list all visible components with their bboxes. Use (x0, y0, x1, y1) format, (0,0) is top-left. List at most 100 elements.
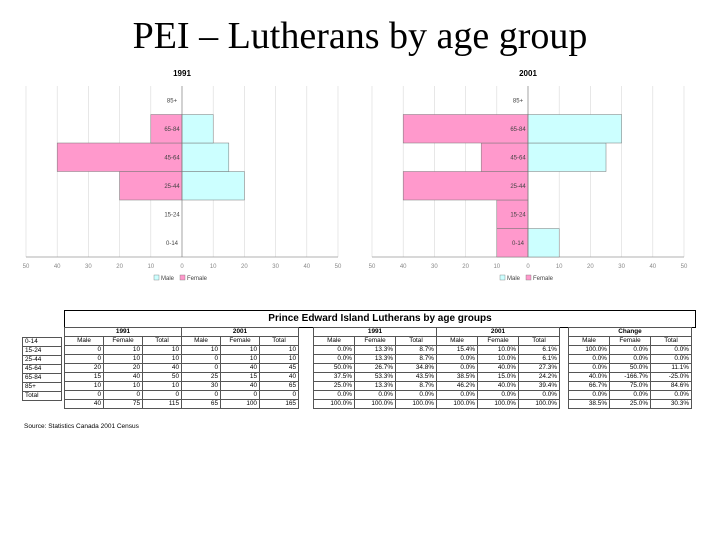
x-tick-label: 50 (23, 264, 30, 270)
cell-value: 39.4% (518, 381, 560, 391)
x-tick-label: 0 (526, 264, 530, 270)
subheader-row: Male Female Total (568, 336, 692, 346)
table-row: 10 10 10 30 40 65 (64, 381, 299, 391)
table-row: 0.0% 13.3% 8.7% 15.4% 10.0% 6.1% (313, 345, 560, 355)
age-category-label: 85+ (167, 98, 178, 104)
cell-value: 0.0% (313, 345, 355, 355)
table-row: 20 20 40 0 40 45 (64, 363, 299, 373)
cell-value: 24.2% (518, 372, 560, 382)
cell-value: 30.3% (650, 399, 692, 409)
cell-value: 26.7% (354, 363, 396, 373)
legend-swatch-female (525, 274, 532, 281)
column-header: Male (64, 336, 104, 346)
cell-value: 50.0% (609, 363, 651, 373)
age-category-label: 45-64 (510, 155, 526, 161)
group-header-row: Change (568, 327, 692, 337)
cell-value: 10.0% (477, 354, 519, 364)
cell-value: 15.4% (436, 345, 478, 355)
cell-value: 100.0% (568, 345, 610, 355)
cell-value: 20 (103, 363, 143, 373)
bar-female-25-44 (119, 171, 183, 201)
cell-value: 10 (142, 354, 182, 364)
x-tick-label: 30 (431, 264, 438, 270)
column-header: Female (220, 336, 260, 346)
cell-value: 10 (220, 354, 260, 364)
cell-value: 0 (181, 354, 221, 364)
group-header: 1991 (64, 327, 182, 337)
bar-female-25-44 (402, 171, 529, 201)
cell-value: 8.7% (395, 354, 437, 364)
pyramid-2001: 2001 50 40 30 20 10 0 10 20 30 40 50 0-14 15-24 25-44 4… (369, 69, 688, 282)
age-label-column: 0-14 15-24 25-44 45-64 65-84 85+ Total (22, 337, 62, 401)
column-header: Male (313, 336, 355, 346)
cell-value: 75 (103, 399, 143, 409)
cell-value: 0.0% (568, 363, 610, 373)
table-title: Prince Edward Island Lutherans by age gr… (64, 310, 696, 328)
cell-value: 13.3% (354, 381, 396, 391)
cell-value: 0 (181, 363, 221, 373)
cell-value: 10 (103, 345, 143, 355)
bar-male-65-84 (527, 114, 622, 144)
cell-value: 40 (142, 363, 182, 373)
cell-value: 15 (220, 372, 260, 382)
age-group-label: 25-44 (22, 355, 62, 365)
legend-swatch-male (153, 274, 160, 281)
cell-value: 0.0% (313, 390, 355, 400)
cell-value: 38.5% (436, 372, 478, 382)
cell-value: 10 (103, 381, 143, 391)
column-header: Total (518, 336, 560, 346)
cell-value: 65 (181, 399, 221, 409)
age-group-label: 0-14 (22, 337, 62, 347)
column-header: Male (568, 336, 610, 346)
cell-value: 53.3% (354, 372, 396, 382)
cell-value: 66.7% (568, 381, 610, 391)
table-row: 0.0% 13.3% 8.7% 0.0% 10.0% 6.1% (313, 354, 560, 364)
cell-value: 40.0% (477, 381, 519, 391)
age-category-label: 25-44 (510, 184, 526, 190)
cell-value: 50 (142, 372, 182, 382)
x-tick-label: 40 (649, 264, 656, 270)
legend-label-female: Female (187, 276, 208, 282)
cell-value: 46.2% (436, 381, 478, 391)
pyramid-title: 2001 (519, 69, 537, 78)
age-category-label: 0-14 (512, 241, 525, 247)
x-tick-label: 40 (54, 264, 61, 270)
cell-value: 100.0% (395, 399, 437, 409)
subheader-row: Male Female Total Male Female Total (313, 336, 560, 346)
group-header: 2001 (436, 327, 560, 337)
legend-label-male: Male (161, 276, 175, 282)
age-category-label: 85+ (513, 98, 524, 104)
cell-value: 65 (259, 381, 299, 391)
age-group-label: 45-64 (22, 364, 62, 374)
cell-value: 10 (142, 345, 182, 355)
table-row: 40.0% -166.7% -25.0% (568, 372, 692, 382)
age-group-label: Total (22, 391, 62, 401)
x-tick-label: 20 (241, 264, 248, 270)
column-header: Total (395, 336, 437, 346)
table-row: 38.5% 25.0% 30.3% (568, 399, 692, 409)
cell-value: 0.0% (609, 390, 651, 400)
table-row: 65-84 (22, 373, 62, 383)
column-header: Total (650, 336, 692, 346)
column-header: Total (142, 336, 182, 346)
x-tick-label: 40 (400, 264, 407, 270)
cell-value: 84.6% (650, 381, 692, 391)
cell-value: 40 (259, 372, 299, 382)
cell-value: 0 (220, 390, 260, 400)
table-row: 0.0% 0.0% 0.0% 0.0% 0.0% 0.0% (313, 390, 560, 400)
pyramid-1991: 1991 50 40 30 20 10 0 10 20 30 40 50 0-14 15-24 25-44 4… (23, 69, 342, 282)
cell-value: 10 (259, 345, 299, 355)
x-tick-label: 30 (618, 264, 625, 270)
cell-value: 15 (64, 372, 104, 382)
cell-value: 0.0% (650, 390, 692, 400)
cell-value: 40.0% (477, 363, 519, 373)
cell-value: 0.0% (436, 390, 478, 400)
cell-value: 50.0% (313, 363, 355, 373)
cell-value: 0.0% (650, 345, 692, 355)
age-category-label: 45-64 (164, 155, 180, 161)
column-header: Female (354, 336, 396, 346)
column-header: Female (103, 336, 143, 346)
cell-value: 40 (64, 399, 104, 409)
cell-value: 165 (259, 399, 299, 409)
